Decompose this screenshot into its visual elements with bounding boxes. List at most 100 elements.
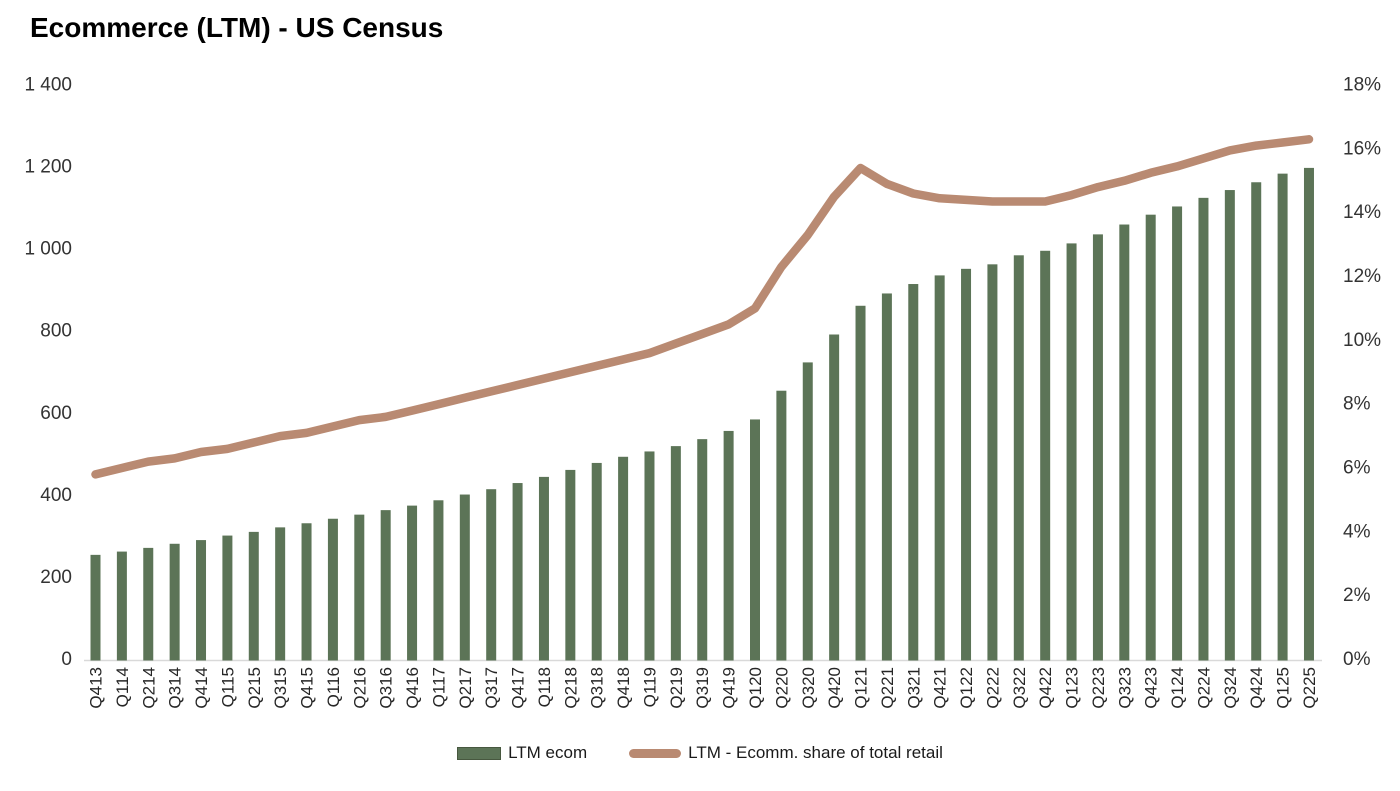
x-axis-label-Q116: Q116 (324, 667, 343, 707)
x-axis-label-Q424: Q424 (1247, 667, 1266, 709)
x-axis-label-Q225: Q225 (1300, 667, 1319, 709)
legend-label-ecom-share: LTM - Ecomm. share of total retail (688, 743, 943, 762)
x-axis-label-Q114: Q114 (113, 667, 132, 707)
ecom-bar-Q215 (248, 531, 259, 661)
ecom-bar-Q315 (275, 527, 286, 661)
right-axis-tick-label: 14% (1343, 202, 1381, 223)
x-axis-label-Q215: Q215 (245, 667, 264, 709)
ecom-bar-Q125 (1277, 173, 1288, 661)
right-axis-tick-label: 10% (1343, 330, 1381, 351)
ecom-bar-Q417 (512, 483, 523, 661)
right-axis-tick-label: 4% (1343, 521, 1371, 542)
x-axis-label-Q322: Q322 (1010, 667, 1029, 709)
ecom-bar-Q221 (881, 293, 892, 661)
x-axis-label-Q423: Q423 (1142, 667, 1161, 709)
right-axis-tick-label: 16% (1343, 138, 1381, 159)
left-axis-tick-label: 1 000 (24, 239, 72, 260)
x-axis-label-Q121: Q121 (852, 667, 871, 709)
x-axis-label-Q323: Q323 (1115, 667, 1134, 709)
right-axis-tick-label: 18% (1343, 75, 1381, 96)
x-axis-label-Q216: Q216 (350, 667, 369, 709)
right-axis-tick-label: 12% (1343, 266, 1381, 287)
ecom-bar-Q320 (802, 362, 813, 661)
ecom-bar-Q420 (829, 334, 840, 661)
right-axis-tick-label: 6% (1343, 458, 1371, 479)
right-axis-tick-label: 8% (1343, 394, 1371, 415)
x-axis-label-Q314: Q314 (166, 667, 185, 709)
x-axis-label-Q316: Q316 (377, 667, 396, 709)
ecom-bar-Q317 (486, 489, 497, 661)
ecom-bar-Q322 (1013, 255, 1024, 661)
ecom-bar-Q316 (380, 510, 391, 661)
left-axis-tick-label: 800 (40, 321, 72, 342)
x-axis-label-Q420: Q420 (825, 667, 844, 709)
ecom-bar-Q424 (1251, 182, 1262, 661)
x-axis-label-Q221: Q221 (878, 667, 897, 709)
ecom-share-line (91, 135, 1314, 479)
left-axis-tick-label: 600 (40, 403, 72, 424)
chart-title: Ecommerce (LTM) - US Census (30, 12, 444, 43)
ecom-bar-Q423 (1145, 214, 1156, 661)
ecom-bar-Q413 (90, 554, 101, 661)
left-axis-tick-label: 1 200 (24, 157, 72, 178)
ecom-bar-Q117 (433, 500, 444, 661)
left-axis-tick-label: 1 400 (24, 75, 72, 96)
x-axis-label-Q124: Q124 (1168, 667, 1187, 709)
ecom-bar-Q319 (697, 439, 708, 661)
x-axis-label-Q119: Q119 (640, 667, 659, 707)
ecom-bar-Q314 (169, 543, 180, 661)
ecom-bar-Q124 (1172, 206, 1183, 661)
ecom-bar-Q415 (301, 523, 312, 661)
ecom-bar-Q419 (723, 430, 734, 661)
ecom-bar-Q218 (565, 469, 576, 661)
ecom-bar-Q120 (750, 419, 760, 661)
legend-label-ltm-ecom: LTM ecom (508, 743, 588, 762)
ecom-bar-Q115 (222, 535, 233, 661)
x-axis-label-Q315: Q315 (271, 667, 290, 709)
x-axis-label-Q413: Q413 (87, 667, 106, 709)
legend-item-ecom-share: LTM - Ecomm. share of total retail (629, 743, 943, 763)
ecom-bar-Q216 (354, 514, 365, 661)
ecom-bar-Q122 (961, 268, 972, 661)
ecom-bar-Q324 (1224, 190, 1235, 661)
ecom-bar-Q321 (908, 284, 919, 661)
x-axis-label-Q319: Q319 (693, 667, 712, 709)
x-axis-label-Q417: Q417 (509, 667, 528, 709)
x-axis-label-Q218: Q218 (561, 667, 580, 709)
x-axis-label-Q118: Q118 (535, 667, 554, 707)
chart-legend: LTM ecom LTM - Ecomm. share of total ret… (0, 743, 1400, 763)
ecom-bar-Q222 (987, 264, 998, 661)
x-axis-label-Q321: Q321 (904, 667, 923, 709)
x-axis-label-Q320: Q320 (799, 667, 818, 709)
x-axis-label-Q220: Q220 (772, 667, 791, 709)
x-axis-label-Q219: Q219 (667, 667, 686, 709)
ecom-bar-Q223 (1092, 234, 1103, 661)
x-axis-label-Q318: Q318 (588, 667, 607, 709)
x-axis-label-Q214: Q214 (139, 667, 158, 709)
ecom-bar-Q224 (1198, 197, 1209, 661)
left-axis-tick-label: 400 (40, 485, 72, 506)
ecom-bar-Q418 (618, 456, 629, 661)
ecom-bar-Q421 (934, 275, 945, 661)
legend-item-ltm-ecom: LTM ecom (457, 743, 587, 763)
bar-series-swatch-icon (457, 746, 502, 760)
ecom-bar-Q121 (855, 305, 866, 661)
ecom-bar-Q225 (1303, 167, 1314, 661)
x-axis-label-Q123: Q123 (1063, 667, 1082, 709)
x-axis-label-Q223: Q223 (1089, 667, 1108, 709)
x-axis-label-Q414: Q414 (192, 667, 211, 709)
x-axis-label-Q224: Q224 (1194, 667, 1213, 709)
x-axis-label-Q418: Q418 (614, 667, 633, 709)
x-axis-label-Q115: Q115 (218, 667, 237, 707)
ecom-bar-Q422 (1040, 250, 1051, 661)
x-axis-label-Q125: Q125 (1274, 667, 1293, 709)
ecom-bar-Q220 (776, 390, 787, 661)
left-axis-tick-label: 200 (40, 567, 72, 588)
ecom-bar-Q414 (196, 540, 207, 661)
ecom-bar-Q118 (538, 476, 549, 661)
x-axis-label-Q317: Q317 (482, 667, 501, 709)
x-axis-label-Q415: Q415 (298, 667, 317, 709)
x-axis-label-Q419: Q419 (720, 667, 739, 709)
ecom-bar-Q119 (644, 451, 655, 661)
x-axis-label-Q421: Q421 (931, 667, 950, 709)
